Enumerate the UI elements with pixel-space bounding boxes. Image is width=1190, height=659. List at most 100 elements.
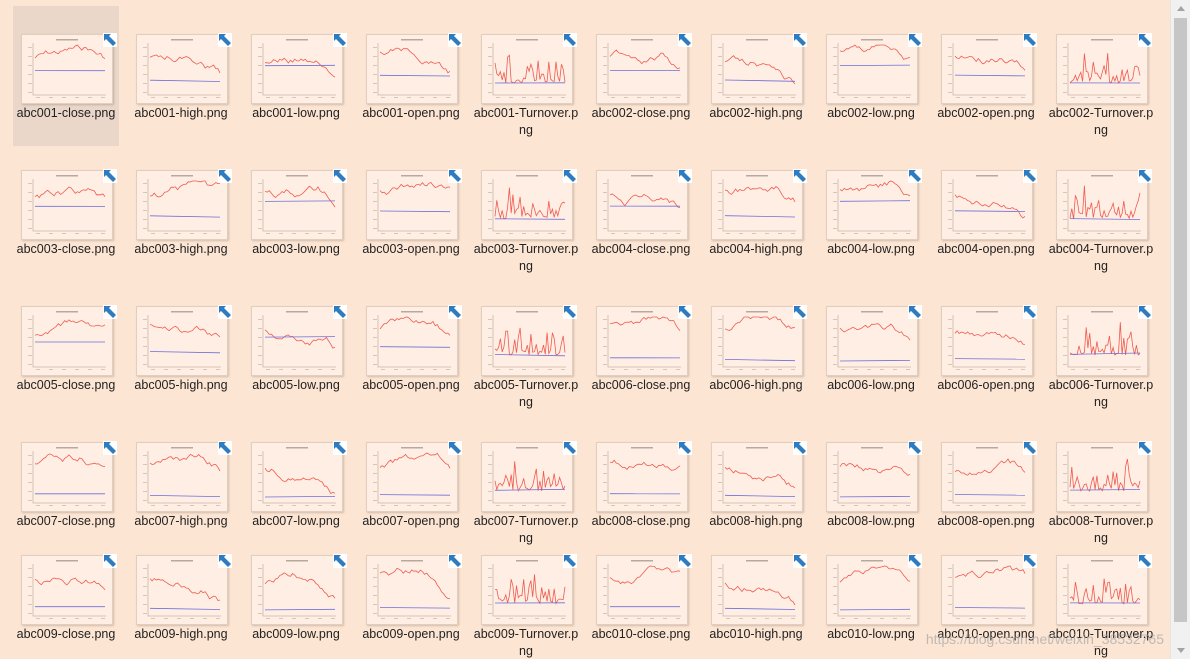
file-thumbnail[interactable]: [21, 34, 113, 104]
file-item[interactable]: abc009-low.png: [243, 527, 349, 659]
file-thumbnail[interactable]: [481, 555, 573, 625]
file-thumbnail[interactable]: [1056, 555, 1148, 625]
file-thumbnail[interactable]: [136, 306, 228, 376]
file-thumbnail[interactable]: [1056, 442, 1148, 512]
file-thumbnail[interactable]: [596, 306, 688, 376]
file-thumbnail[interactable]: [826, 170, 918, 240]
file-thumbnail[interactable]: [941, 170, 1033, 240]
file-thumbnail[interactable]: [366, 555, 458, 625]
file-thumbnail[interactable]: [826, 306, 918, 376]
file-thumbnail[interactable]: [251, 34, 343, 104]
file-thumbnail[interactable]: [826, 34, 918, 104]
file-thumbnail[interactable]: [596, 170, 688, 240]
file-thumbnail[interactable]: [21, 306, 113, 376]
file-item[interactable]: abc008-low.png: [818, 414, 924, 554]
file-thumbnail[interactable]: [1056, 34, 1148, 104]
file-item[interactable]: abc004-low.png: [818, 142, 924, 282]
file-thumbnail[interactable]: [1056, 170, 1148, 240]
file-thumbnail[interactable]: [136, 170, 228, 240]
file-item[interactable]: abc001-high.png: [128, 6, 234, 146]
file-item[interactable]: abc007-low.png: [243, 414, 349, 554]
file-thumbnail[interactable]: [481, 34, 573, 104]
file-item[interactable]: abc005-high.png: [128, 278, 234, 418]
file-item[interactable]: abc010-open.png: [933, 527, 1039, 659]
file-item[interactable]: abc009-high.png: [128, 527, 234, 659]
file-item[interactable]: abc010-close.png: [588, 527, 694, 659]
file-item[interactable]: abc001-close.png: [13, 6, 119, 146]
file-thumbnail[interactable]: [366, 306, 458, 376]
file-item[interactable]: abc001-open.png: [358, 6, 464, 146]
file-item[interactable]: abc010-high.png: [703, 527, 809, 659]
file-thumbnail[interactable]: [596, 34, 688, 104]
file-thumbnail[interactable]: [251, 555, 343, 625]
file-thumbnail[interactable]: [711, 306, 803, 376]
file-thumbnail[interactable]: [251, 170, 343, 240]
file-item[interactable]: abc005-open.png: [358, 278, 464, 418]
file-item[interactable]: abc003-open.png: [358, 142, 464, 282]
file-thumbnail[interactable]: [941, 34, 1033, 104]
file-thumbnail[interactable]: [136, 34, 228, 104]
file-item[interactable]: abc003-high.png: [128, 142, 234, 282]
scroll-up-arrow-icon[interactable]: [1171, 0, 1190, 17]
file-thumbnail[interactable]: [826, 442, 918, 512]
file-item[interactable]: abc007-close.png: [13, 414, 119, 554]
file-thumbnail[interactable]: [596, 442, 688, 512]
file-thumbnail[interactable]: [366, 34, 458, 104]
file-thumbnail[interactable]: [826, 555, 918, 625]
file-thumbnail[interactable]: [366, 442, 458, 512]
file-item[interactable]: abc002-open.png: [933, 6, 1039, 146]
file-item[interactable]: abc003-Turnover.png: [473, 142, 579, 282]
file-thumbnail[interactable]: [941, 306, 1033, 376]
file-thumbnail[interactable]: [136, 442, 228, 512]
file-item[interactable]: abc002-high.png: [703, 6, 809, 146]
file-thumbnail[interactable]: [251, 306, 343, 376]
file-thumbnail[interactable]: [21, 555, 113, 625]
file-item[interactable]: abc009-Turnover.png: [473, 527, 579, 659]
file-thumbnail[interactable]: [1056, 306, 1148, 376]
file-item[interactable]: abc009-open.png: [358, 527, 464, 659]
file-item[interactable]: abc005-close.png: [13, 278, 119, 418]
file-thumbnail[interactable]: [481, 442, 573, 512]
file-item[interactable]: abc008-close.png: [588, 414, 694, 554]
file-thumbnail[interactable]: [711, 34, 803, 104]
file-item[interactable]: abc001-Turnover.png: [473, 6, 579, 146]
file-item[interactable]: abc006-close.png: [588, 278, 694, 418]
file-item[interactable]: abc005-Turnover.png: [473, 278, 579, 418]
file-item[interactable]: abc004-close.png: [588, 142, 694, 282]
file-thumbnail[interactable]: [711, 170, 803, 240]
scroll-down-arrow-icon[interactable]: [1171, 642, 1190, 659]
file-thumbnail[interactable]: [136, 555, 228, 625]
file-item[interactable]: abc001-low.png: [243, 6, 349, 146]
file-item[interactable]: abc002-close.png: [588, 6, 694, 146]
file-item[interactable]: abc007-open.png: [358, 414, 464, 554]
file-item[interactable]: abc008-open.png: [933, 414, 1039, 554]
file-item[interactable]: abc003-low.png: [243, 142, 349, 282]
file-thumbnail[interactable]: [481, 306, 573, 376]
vertical-scrollbar[interactable]: [1170, 0, 1190, 659]
file-item[interactable]: abc007-high.png: [128, 414, 234, 554]
file-item[interactable]: abc005-low.png: [243, 278, 349, 418]
file-item[interactable]: abc003-close.png: [13, 142, 119, 282]
file-item[interactable]: abc002-low.png: [818, 6, 924, 146]
file-item[interactable]: abc006-Turnover.png: [1048, 278, 1154, 418]
file-item[interactable]: abc010-low.png: [818, 527, 924, 659]
file-thumbnail[interactable]: [481, 170, 573, 240]
file-thumbnail[interactable]: [251, 442, 343, 512]
file-thumbnail[interactable]: [366, 170, 458, 240]
file-thumbnail[interactable]: [21, 442, 113, 512]
file-item[interactable]: abc006-open.png: [933, 278, 1039, 418]
file-item[interactable]: abc010-Turnover.png: [1048, 527, 1154, 659]
scrollbar-thumb[interactable]: [1174, 18, 1187, 622]
file-item[interactable]: abc002-Turnover.png: [1048, 6, 1154, 146]
file-thumbnail[interactable]: [941, 442, 1033, 512]
file-thumbnail[interactable]: [941, 555, 1033, 625]
file-item[interactable]: abc007-Turnover.png: [473, 414, 579, 554]
file-item[interactable]: abc008-Turnover.png: [1048, 414, 1154, 554]
file-item[interactable]: abc004-Turnover.png: [1048, 142, 1154, 282]
file-thumbnail[interactable]: [711, 555, 803, 625]
file-item[interactable]: abc008-high.png: [703, 414, 809, 554]
file-item[interactable]: abc006-high.png: [703, 278, 809, 418]
file-item[interactable]: abc006-low.png: [818, 278, 924, 418]
file-item[interactable]: abc004-open.png: [933, 142, 1039, 282]
file-item[interactable]: abc004-high.png: [703, 142, 809, 282]
